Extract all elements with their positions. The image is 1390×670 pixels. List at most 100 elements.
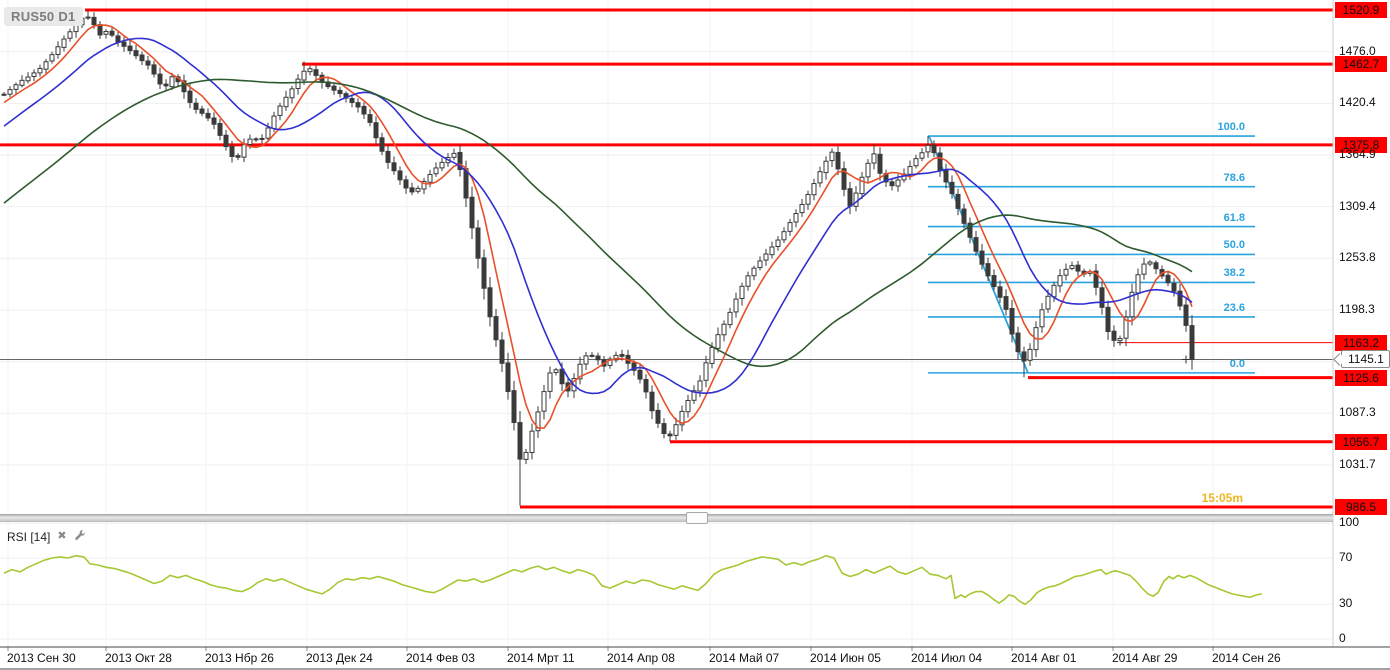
candle-body: [931, 144, 937, 154]
candle-body: [433, 167, 439, 175]
price-axis-label: 1364.9: [1339, 147, 1376, 162]
candle-body: [889, 181, 895, 187]
candle-body: [691, 390, 697, 401]
candle-body: [1093, 270, 1099, 288]
price-level-badge: 986.5: [1335, 498, 1387, 515]
date-axis-label: 2014 Июн 05: [810, 651, 881, 665]
candle-body: [313, 69, 319, 76]
candle-body: [499, 339, 505, 364]
ma-mid-line: [3, 37, 1193, 395]
candle-body: [685, 399, 691, 413]
candle-body: [511, 390, 517, 423]
candle-body: [709, 346, 715, 364]
candle-body: [1063, 268, 1069, 276]
candle-body: [97, 24, 103, 36]
candle-body: [7, 89, 13, 95]
candle-body: [493, 316, 499, 341]
candle-body: [337, 89, 343, 95]
candle-body: [757, 260, 763, 269]
pane-resize-handle[interactable]: [686, 512, 708, 524]
candle-body: [1, 93, 7, 96]
candle-body: [505, 362, 511, 392]
candle-body: [163, 83, 169, 87]
candle-body: [535, 411, 541, 432]
candle-body: [547, 372, 553, 392]
date-axis-label: 2014 Мрт 11: [507, 651, 575, 665]
candle-body: [589, 354, 595, 357]
pane-divider[interactable]: [0, 514, 1333, 522]
candle-body: [559, 368, 565, 385]
candle-body: [877, 153, 883, 174]
price-axis-label: 1420.4: [1339, 95, 1376, 110]
candle-body: [379, 137, 385, 152]
fib-level-label: 0.0: [1229, 357, 1245, 370]
rsi-axis-label: 0: [1339, 631, 1346, 645]
candle-body: [391, 162, 397, 172]
candle-body: [427, 173, 433, 183]
candle-body: [799, 203, 805, 214]
price-axis-label: 1253.8: [1339, 250, 1376, 265]
candle-body: [31, 72, 37, 77]
fib-level-label: 78.6: [1223, 171, 1245, 184]
candle-body: [451, 152, 457, 158]
date-axis-label: 2014 Фев 03: [406, 651, 475, 665]
candle-body: [541, 391, 547, 412]
date-axis-label: 2014 Авг 01: [1011, 651, 1077, 665]
candle-body: [283, 96, 289, 108]
fib-level-label: 23.6: [1223, 301, 1245, 314]
candle-body: [733, 298, 739, 313]
date-axis-label: 2014 Май 07: [709, 651, 780, 665]
candle-body: [673, 424, 679, 436]
candle-body: [331, 85, 337, 91]
candle-body: [439, 161, 445, 169]
close-icon[interactable]: ✖: [57, 530, 67, 542]
candle-body: [613, 354, 619, 361]
candle-body: [25, 76, 31, 82]
candle-body: [403, 179, 409, 189]
date-axis-label: 2013 Нбр 26: [205, 651, 274, 665]
candle-body: [649, 391, 655, 412]
candle-body: [811, 183, 817, 196]
rsi-axis-label: 30: [1339, 596, 1353, 611]
price-level-badge: 1163.2: [1335, 334, 1387, 351]
candle-body: [229, 145, 235, 157]
candle-body: [1039, 309, 1045, 328]
candle-body: [637, 369, 643, 380]
candle-body: [805, 193, 811, 205]
bar-countdown-timer: 15:05m: [1201, 490, 1243, 505]
fib-level-label: 50.0: [1223, 239, 1245, 252]
candle-body: [1147, 261, 1153, 265]
candle-body: [1165, 274, 1171, 284]
date-axis-label: 2014 Апр 08: [607, 651, 675, 665]
rsi-axis-label: 100: [1339, 515, 1360, 530]
candle-body: [583, 355, 589, 365]
candle-body: [859, 176, 865, 195]
candle-body: [715, 334, 721, 349]
candle-body: [739, 285, 745, 299]
candle-body: [373, 122, 379, 139]
candle-body: [205, 112, 211, 119]
candle-body: [697, 380, 703, 392]
candle-body: [997, 286, 1003, 298]
candle-body: [277, 105, 283, 116]
candle-body: [769, 246, 775, 256]
candle-body: [37, 67, 43, 74]
candle-body: [631, 362, 637, 371]
candle-body: [655, 409, 661, 424]
candle-body: [745, 275, 751, 287]
candle-body: [829, 151, 835, 162]
candle-body: [1129, 291, 1135, 318]
candle-body: [121, 41, 127, 47]
date-axis-label: 2013 Сен 30: [7, 651, 76, 665]
price-level-badge: 1125.6: [1335, 369, 1387, 386]
price-axis-label: 1031.7: [1339, 456, 1376, 471]
candle-body: [1135, 274, 1141, 294]
wrench-icon[interactable]: [74, 529, 86, 544]
candle-body: [181, 80, 187, 93]
candle-body: [643, 378, 649, 393]
candle-body: [1009, 307, 1015, 335]
candle-body: [349, 98, 355, 103]
candle-body: [49, 54, 55, 62]
candle-body: [397, 170, 403, 181]
